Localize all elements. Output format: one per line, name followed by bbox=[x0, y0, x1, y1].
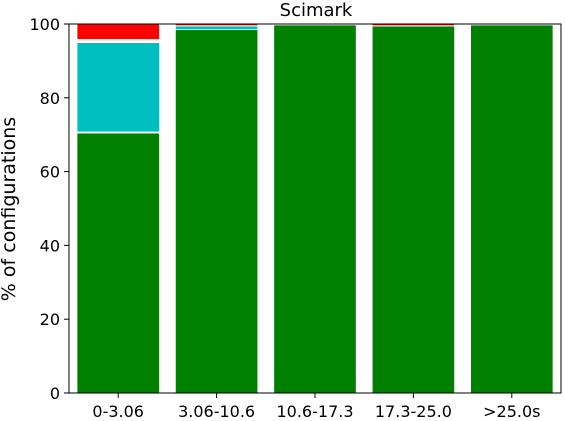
bar-segment-0-2 bbox=[76, 41, 161, 133]
y-tick-label: 20 bbox=[40, 310, 60, 329]
y-tick-label: 80 bbox=[40, 89, 60, 108]
y-tick-label: 100 bbox=[29, 15, 60, 34]
bar-segment-0-4 bbox=[76, 23, 161, 40]
bar-segment-3-0 bbox=[371, 25, 456, 394]
x-tick-label: 3.06-10.6 bbox=[178, 402, 255, 421]
y-axis-label: % of configurations bbox=[0, 117, 20, 301]
x-tick-label: 0-3.06 bbox=[92, 402, 144, 421]
bars-group bbox=[76, 23, 554, 394]
y-tick-label: 40 bbox=[40, 236, 60, 255]
bar-segment-0-0 bbox=[76, 132, 161, 394]
y-tick-label: 60 bbox=[40, 163, 60, 182]
bar-segment-1-0 bbox=[174, 29, 259, 394]
bar-segment-2-0 bbox=[273, 24, 357, 394]
x-tick-label: >25.0s bbox=[483, 402, 540, 421]
bar-segment-1-2 bbox=[174, 25, 259, 31]
axes-group: 0-3.06 3.06-10.6 10.6-17.3 17.3-25.0 >25.0s 0… bbox=[29, 15, 562, 421]
plot-frame bbox=[68, 23, 562, 394]
bar-segment-4-0 bbox=[469, 24, 554, 394]
y-tick-label: 0 bbox=[50, 384, 60, 403]
x-tick-label: 17.3-25.0 bbox=[375, 402, 452, 421]
chart-title: Scimark bbox=[280, 0, 353, 21]
x-tick-label: 10.6-17.3 bbox=[276, 402, 353, 421]
